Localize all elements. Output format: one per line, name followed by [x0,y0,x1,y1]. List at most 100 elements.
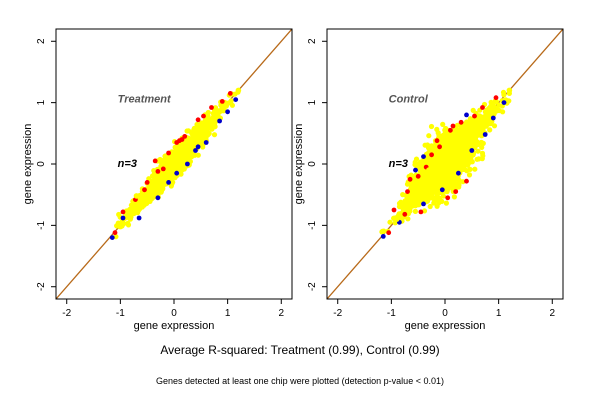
cloud-point [484,107,490,113]
cloud-point [478,139,484,145]
x-tick-label: 1 [496,308,502,319]
y-axis-label: gene expression [22,124,34,205]
data-point [112,230,118,236]
data-point [426,167,432,173]
cloud-point [452,155,458,162]
x-tick-label: -2 [62,308,71,319]
cloud-point [448,170,454,177]
data-point [142,187,147,193]
cloud-point [458,133,464,139]
data-point [182,134,188,139]
cloud-point [173,146,179,152]
cloud-point [127,206,133,213]
cloud-point [166,162,172,168]
cloud-point [445,147,451,153]
data-point [203,140,209,145]
data-point [472,113,477,119]
cloud-point [472,166,478,172]
x-tick-label: 0 [442,308,448,319]
cloud-point [483,112,489,118]
y-tick-label: 1 [307,99,318,105]
cloud-point [429,143,435,149]
cloud-point [448,161,455,167]
cloud-point [444,186,450,192]
data-point [195,144,201,150]
y-tick-label: 2 [307,38,318,44]
cloud-point [144,200,150,206]
cloud-point [427,203,433,210]
cloud-point [464,138,470,144]
cloud-point [476,156,482,162]
data-point [109,235,115,241]
data-point [464,178,469,184]
x-tick-label: -1 [387,308,396,319]
data-point [155,169,161,174]
data-point [450,133,456,140]
cloud-point [500,89,507,95]
cloud-point [479,144,485,150]
cloud-point [491,123,498,129]
cloud-point [423,191,429,197]
cloud-point [471,121,477,127]
cloud-point [433,145,439,151]
data-point [120,209,126,215]
plot-body [56,29,292,299]
data-point [405,189,410,195]
y-tick-label: 1 [36,99,47,105]
cloud-point [454,133,460,139]
data-point [155,195,161,201]
data-point [209,105,214,110]
x-tick-label: 0 [171,308,177,319]
data-point [413,167,418,173]
data-point [391,207,397,213]
y-tick-label: -2 [36,282,47,291]
cloud-point [166,173,172,179]
cloud-point [466,172,473,178]
data-point [152,173,158,180]
x-tick-label: 1 [225,308,231,319]
cloud-point [460,124,466,130]
data-point [203,124,209,130]
cloud-point [450,149,456,156]
cloud-point [443,200,449,206]
data-point [437,144,442,150]
data-point [448,127,453,133]
r-squared-caption: Average R-squared: Treatment (0.99), Con… [160,343,440,357]
data-point [235,87,242,94]
cloud-point [458,151,465,157]
x-tick-label: -2 [333,308,342,319]
cloud-point [179,149,185,155]
data-point [227,99,234,106]
data-point [493,95,499,101]
cloud-point [432,188,438,194]
cloud-point [440,121,446,127]
x-axis-label: gene expression [134,320,215,332]
data-point [407,176,413,182]
y-tick-label: 0 [307,161,318,167]
data-point [198,127,204,134]
data-point [386,230,392,236]
cloud-point [381,228,387,234]
cloud-point [411,174,417,180]
cloud-point [478,116,484,122]
y-tick-label: -1 [36,220,47,229]
cloud-point [483,117,489,123]
cloud-point [454,144,460,150]
cloud-point [475,148,481,154]
data-point [393,216,400,222]
cloud-point [194,121,200,128]
data-point [147,187,153,193]
data-point [456,170,461,176]
data-point [474,127,481,134]
y-tick-label: 0 [36,161,47,167]
cloud-point [423,184,429,190]
data-point [179,137,185,142]
cloud-point [189,131,195,137]
cloud-point [191,139,197,145]
data-point [117,223,124,230]
cloud-point [421,160,427,166]
cloud-point [387,219,393,225]
cloud-point [125,220,131,226]
cloud-point [506,98,512,104]
x-tick-label: 2 [278,308,284,319]
